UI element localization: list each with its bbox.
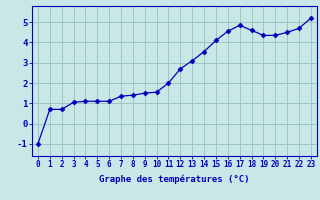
- X-axis label: Graphe des températures (°C): Graphe des températures (°C): [99, 175, 250, 184]
